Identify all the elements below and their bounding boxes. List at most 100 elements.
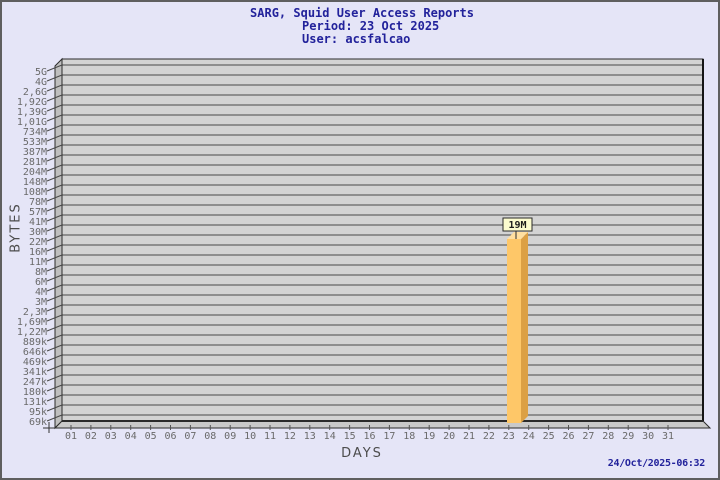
- x-tick-label: 01: [65, 431, 77, 442]
- report-title: SARG, Squid User Access Reports: [250, 6, 474, 20]
- x-tick-label: 25: [543, 431, 555, 442]
- x-tick-label: 03: [105, 431, 117, 442]
- y-tick-label: 69k: [29, 417, 47, 428]
- y-tick-hatch: [46, 94, 63, 102]
- x-tick-label: 21: [463, 431, 475, 442]
- y-tick-hatch: [46, 224, 63, 232]
- y-tick-label: 8M: [35, 267, 47, 278]
- x-tick-label: 02: [85, 431, 97, 442]
- bar-value-label: 19M: [508, 220, 526, 231]
- plot-plane: [61, 58, 704, 422]
- y-tick-label: 22M: [29, 237, 47, 248]
- x-tick-label: 20: [443, 431, 455, 442]
- y-tick-label: 41M: [29, 217, 47, 228]
- bar-day-23: [507, 239, 521, 423]
- x-tick-label: 17: [383, 431, 395, 442]
- y-tick-label: 11M: [29, 257, 47, 268]
- x-tick-label: 23: [503, 431, 515, 442]
- y-tick-label: 247k: [23, 377, 47, 388]
- x-tick-label: 10: [244, 431, 256, 442]
- y-tick-label: 1,92G: [17, 97, 47, 108]
- x-tick-label: 12: [284, 431, 296, 442]
- y-tick-label: 204M: [23, 167, 47, 178]
- y-tick-label: 1,01G: [17, 117, 47, 128]
- x-tick-label: 26: [562, 431, 574, 442]
- y-tick-hatch: [46, 314, 63, 322]
- x-tick-label: 31: [662, 431, 674, 442]
- y-tick-hatch: [46, 294, 63, 302]
- y-tick-hatch: [46, 404, 63, 412]
- y-tick-hatch: [46, 214, 63, 222]
- y-tick-label: 1,22M: [17, 327, 47, 338]
- y-tick-label: 6M: [35, 277, 47, 288]
- generated-timestamp: 24/Oct/2025-06:32: [607, 458, 706, 469]
- y-tick-hatch: [46, 394, 63, 402]
- y-tick-label: 533M: [23, 137, 47, 148]
- y-tick-hatch: [46, 114, 63, 122]
- y-tick-hatch: [46, 64, 63, 72]
- y-tick-hatch: [46, 84, 63, 92]
- y-tick-label: 281M: [23, 157, 47, 168]
- y-tick-hatch: [46, 284, 63, 292]
- x-tick-label: 16: [363, 431, 375, 442]
- y-tick-label: 148M: [23, 177, 47, 188]
- x-tick-label: 13: [304, 431, 316, 442]
- y-tick-hatch: [46, 274, 63, 282]
- y-tick-label: 469k: [23, 357, 47, 368]
- y-tick-hatch: [46, 414, 63, 422]
- x-tick-label: 29: [622, 431, 634, 442]
- bar-value-box: [502, 217, 533, 232]
- y-tick-hatch: [46, 254, 63, 262]
- x-tick-label: 19: [423, 431, 435, 442]
- y-tick-label: 78M: [29, 197, 47, 208]
- y-tick-label: 734M: [23, 127, 47, 138]
- y-tick-label: 30M: [29, 227, 47, 238]
- y-tick-label: 3M: [35, 297, 47, 308]
- y-tick-hatch: [46, 334, 63, 342]
- x-tick-label: 30: [642, 431, 654, 442]
- y-tick-label: 646k: [23, 347, 47, 358]
- y-tick-hatch: [46, 194, 63, 202]
- y-tick-label: 131k: [23, 397, 47, 408]
- x-tick-label: 04: [125, 431, 137, 442]
- y-tick-hatch: [46, 154, 63, 162]
- x-tick-label: 09: [224, 431, 236, 442]
- y-tick-hatch: [46, 364, 63, 372]
- y-tick-hatch: [46, 264, 63, 272]
- x-tick-label: 18: [403, 431, 415, 442]
- x-axis-title: DAYS: [341, 446, 383, 461]
- report-period: Period: 23 Oct 2025: [302, 19, 440, 33]
- y-tick-hatch: [46, 184, 63, 192]
- y-tick-label: 1,39G: [17, 107, 47, 118]
- y-tick-hatch: [46, 354, 63, 362]
- y-tick-hatch: [46, 74, 63, 82]
- x-tick-label: 07: [184, 431, 196, 442]
- y-tick-hatch: [46, 124, 63, 132]
- y-tick-hatch: [46, 234, 63, 242]
- y-tick-hatch: [46, 134, 63, 142]
- report-user: User: acsfalcao: [302, 32, 411, 46]
- y-tick-hatch: [46, 304, 63, 312]
- x-tick-label: 08: [204, 431, 216, 442]
- y-tick-label: 57M: [29, 207, 47, 218]
- y-tick-label: 1,69M: [17, 317, 47, 328]
- y-tick-hatch: [46, 144, 63, 152]
- x-tick-label: 05: [145, 431, 157, 442]
- y-tick-hatch: [46, 204, 63, 212]
- x-tick-label: 28: [602, 431, 614, 442]
- y-tick-label: 2,6G: [23, 87, 47, 98]
- left-wall: [54, 57, 63, 430]
- y-tick-label: 889k: [23, 337, 47, 348]
- y-tick-hatch: [46, 244, 63, 252]
- y-tick-label: 2,3M: [23, 307, 47, 318]
- y-tick-hatch: [46, 324, 63, 332]
- y-tick-hatch: [46, 104, 63, 112]
- bar-side: [521, 232, 528, 423]
- y-tick-hatch: [46, 174, 63, 182]
- x-tick-label: 15: [344, 431, 356, 442]
- y-tick-label: 4M: [35, 287, 47, 298]
- y-tick-hatch: [46, 164, 63, 172]
- y-tick-label: 4G: [35, 77, 47, 88]
- x-tick-label: 11: [264, 431, 276, 442]
